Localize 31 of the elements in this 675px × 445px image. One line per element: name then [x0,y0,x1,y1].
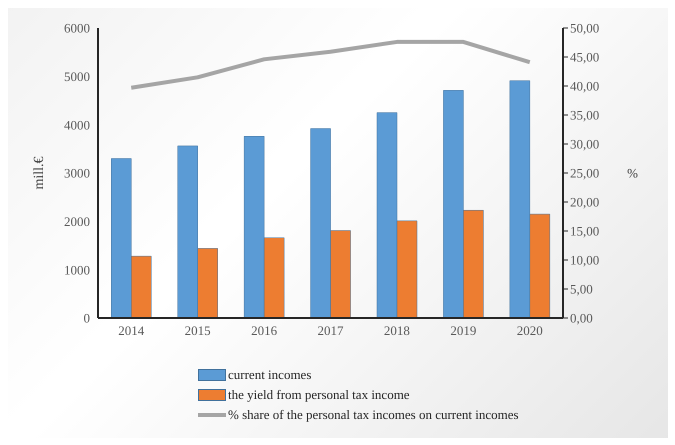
line-series [129,40,532,90]
y-tick-label: 1000 [64,262,90,278]
legend-label: the yield from personal tax income [228,387,410,403]
x-tick-label: 2018 [384,323,410,338]
y2-tick-label: 20,00 [570,194,600,210]
y-tick-label: 2000 [64,214,90,229]
y2-tick-label: 0,00 [570,310,593,326]
y2-tick-label: 45,00 [570,50,600,65]
x-tick-label: 2016 [251,323,278,338]
y-tick-label: 6000 [64,20,90,36]
x-tick-label: 2014 [118,323,145,338]
y2-tick-label: 5,00 [570,282,593,297]
y-tick-label: 4000 [64,117,90,132]
legend-label: % share of the personal tax incomes on current incomes [228,407,519,423]
y2-tick-label: 30,00 [570,136,600,152]
y2-tick-label: 50,00 [570,20,600,36]
y2-tick-label: 10,00 [570,252,600,268]
y2-tick-label: 40,00 [570,78,600,94]
y2-tick-label: 35,00 [570,108,600,123]
x-tick-label: 2017 [318,323,344,338]
y-tick-label: 0 [84,310,90,326]
y2-tick-label: 15,00 [570,224,600,239]
y-tick-label: 3000 [64,166,90,181]
x-tick-label: 2019 [450,323,476,338]
x-tick-label: 2015 [184,323,211,338]
y2-tick-label: 25,00 [570,166,600,181]
y-tick-label: 5000 [64,68,90,84]
y2-axis-title: % [627,166,638,181]
y-axis-title: mill.€ [32,156,47,190]
x-tick-label: 2020 [516,323,543,338]
legend-label: current incomes [228,367,312,383]
